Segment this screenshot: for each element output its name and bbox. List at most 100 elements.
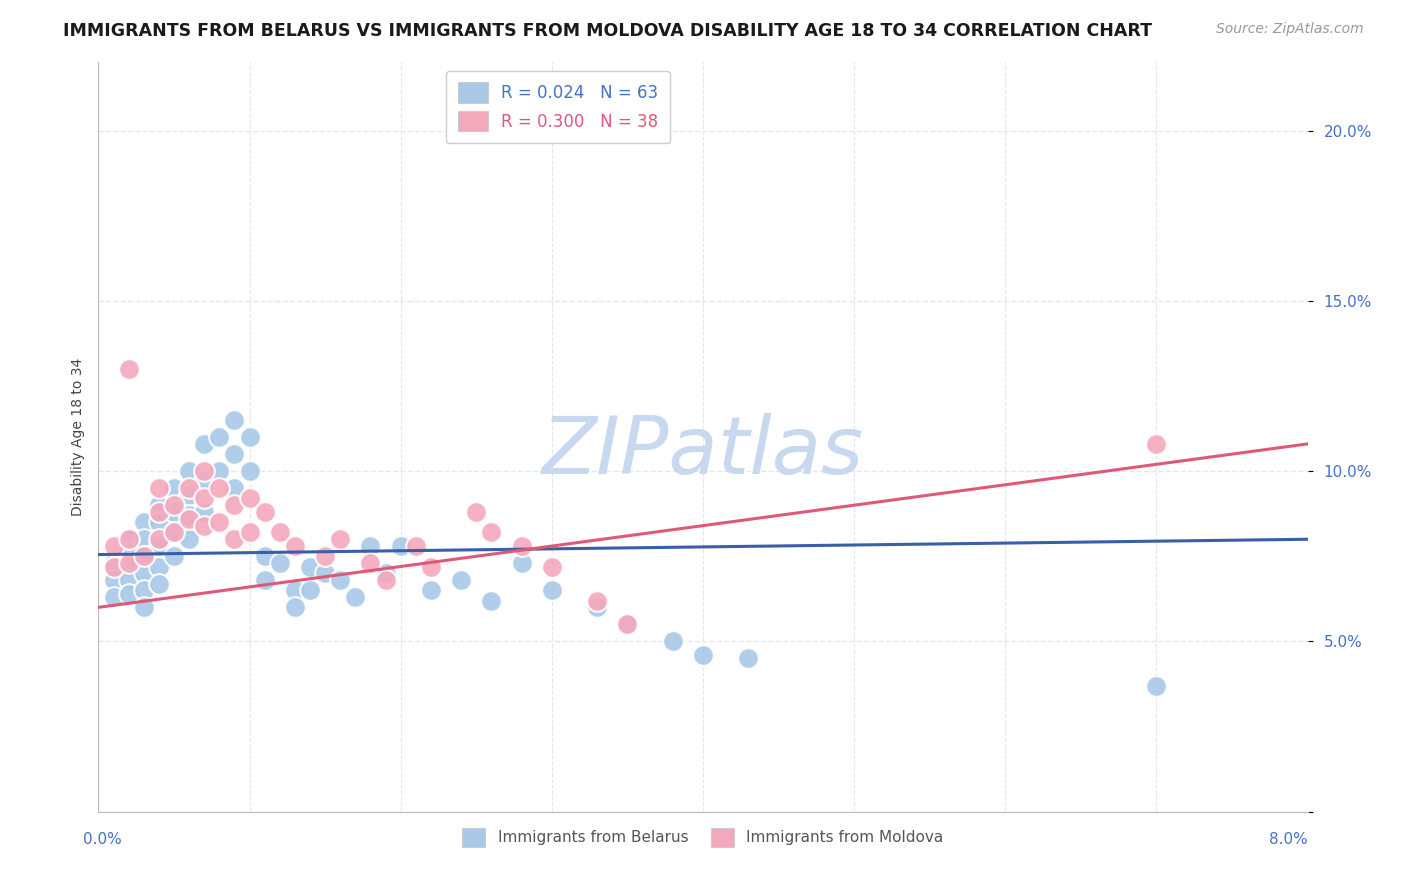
Legend: Immigrants from Belarus, Immigrants from Moldova: Immigrants from Belarus, Immigrants from… [457, 822, 949, 853]
Text: IMMIGRANTS FROM BELARUS VS IMMIGRANTS FROM MOLDOVA DISABILITY AGE 18 TO 34 CORRE: IMMIGRANTS FROM BELARUS VS IMMIGRANTS FR… [63, 22, 1153, 40]
Point [224, 498, 246, 512]
Point [239, 430, 262, 444]
Point [179, 508, 201, 523]
Point [284, 539, 307, 553]
Point [118, 556, 141, 570]
Point [540, 583, 562, 598]
Point [224, 447, 246, 461]
Point [118, 546, 141, 560]
Point [405, 539, 427, 553]
Point [118, 573, 141, 587]
Point [586, 593, 609, 607]
Point [179, 512, 201, 526]
Point [148, 533, 170, 547]
Point [314, 566, 336, 581]
Point [148, 515, 170, 529]
Point [481, 593, 503, 607]
Point [510, 556, 533, 570]
Point [132, 566, 155, 581]
Point [737, 651, 759, 665]
Point [481, 525, 503, 540]
Text: ZIPatlas: ZIPatlas [541, 413, 865, 491]
Point [118, 533, 141, 547]
Point [208, 464, 231, 478]
Point [420, 583, 443, 598]
Point [510, 539, 533, 553]
Point [269, 556, 291, 570]
Point [193, 475, 215, 489]
Point [224, 413, 246, 427]
Point [163, 481, 186, 495]
Point [299, 559, 322, 574]
Point [148, 505, 170, 519]
Point [208, 515, 231, 529]
Point [179, 488, 201, 502]
Point [193, 518, 215, 533]
Point [163, 505, 186, 519]
Point [179, 464, 201, 478]
Point [329, 533, 352, 547]
Point [103, 559, 125, 574]
Point [284, 583, 307, 598]
Point [103, 590, 125, 604]
Point [208, 481, 231, 495]
Point [540, 559, 562, 574]
Text: 0.0%: 0.0% [83, 832, 122, 847]
Point [329, 573, 352, 587]
Point [132, 533, 155, 547]
Point [118, 362, 141, 376]
Point [163, 549, 186, 564]
Point [103, 539, 125, 553]
Point [253, 573, 276, 587]
Point [616, 617, 638, 632]
Point [239, 464, 262, 478]
Point [465, 505, 488, 519]
Point [239, 491, 262, 506]
Point [450, 573, 472, 587]
Point [132, 549, 155, 564]
Point [148, 559, 170, 574]
Point [692, 648, 714, 662]
Point [1146, 437, 1168, 451]
Point [193, 464, 215, 478]
Y-axis label: Disability Age 18 to 34: Disability Age 18 to 34 [70, 358, 84, 516]
Point [163, 525, 186, 540]
Point [148, 498, 170, 512]
Point [163, 525, 186, 540]
Point [360, 539, 382, 553]
Point [224, 533, 246, 547]
Point [179, 533, 201, 547]
Point [344, 590, 367, 604]
Point [374, 566, 396, 581]
Point [314, 549, 336, 564]
Point [360, 556, 382, 570]
Point [374, 573, 396, 587]
Point [224, 481, 246, 495]
Point [299, 583, 322, 598]
Text: Source: ZipAtlas.com: Source: ZipAtlas.com [1216, 22, 1364, 37]
Point [193, 505, 215, 519]
Point [103, 573, 125, 587]
Point [661, 634, 683, 648]
Point [193, 491, 215, 506]
Point [118, 559, 141, 574]
Point [253, 505, 276, 519]
Point [132, 549, 155, 564]
Point [103, 556, 125, 570]
Point [193, 437, 215, 451]
Point [284, 600, 307, 615]
Point [118, 533, 141, 547]
Point [132, 583, 155, 598]
Point [1146, 679, 1168, 693]
Point [132, 600, 155, 615]
Point [163, 498, 186, 512]
Point [179, 481, 201, 495]
Point [239, 525, 262, 540]
Point [118, 587, 141, 601]
Point [420, 559, 443, 574]
Point [253, 549, 276, 564]
Point [148, 539, 170, 553]
Point [148, 481, 170, 495]
Text: 8.0%: 8.0% [1268, 832, 1308, 847]
Point [389, 539, 412, 553]
